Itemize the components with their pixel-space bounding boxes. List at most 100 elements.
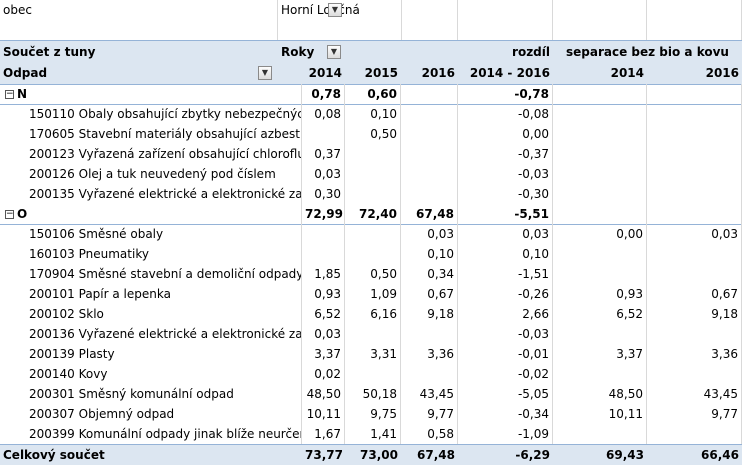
group-label[interactable]: − O: [0, 204, 302, 224]
value-cell-v2015[interactable]: [345, 164, 401, 184]
value-cell-v2015[interactable]: 9,75: [345, 404, 401, 424]
value-cell-s2014[interactable]: 0,93: [553, 284, 647, 304]
value-cell-v2015[interactable]: [345, 224, 401, 244]
value-cell-v2016[interactable]: 9,18: [401, 304, 458, 324]
value-cell-diff[interactable]: 0,00: [458, 124, 553, 144]
value-cell-v2015[interactable]: [345, 324, 401, 344]
value-cell-s2016[interactable]: 0,03: [647, 224, 742, 244]
value-cell-s2014[interactable]: [553, 164, 647, 184]
value-cell-v2014[interactable]: 48,50: [302, 384, 345, 404]
value-cell-s2014[interactable]: [553, 184, 647, 204]
value-cell-v2014[interactable]: [302, 244, 345, 264]
value-cell-diff[interactable]: -5,51: [458, 204, 553, 224]
value-cell-v2014[interactable]: 0,93: [302, 284, 345, 304]
value-cell-v2016[interactable]: 3,36: [401, 344, 458, 364]
value-cell-v2015[interactable]: 0,60: [345, 84, 401, 104]
value-cell-diff[interactable]: -0,03: [458, 324, 553, 344]
value-cell-v2014[interactable]: 0,02: [302, 364, 345, 384]
value-cell-diff[interactable]: -1,51: [458, 264, 553, 284]
row-dropdown-icon[interactable]: ▼: [258, 66, 272, 80]
value-cell-s2016[interactable]: [647, 164, 742, 184]
value-cell-s2016[interactable]: [647, 204, 742, 224]
value-cell-v2015[interactable]: [345, 244, 401, 264]
value-cell-diff[interactable]: -0,78: [458, 84, 553, 104]
value-cell-v2016[interactable]: [401, 144, 458, 164]
value-cell-v2016[interactable]: [401, 164, 458, 184]
value-cell-s2014[interactable]: [553, 124, 647, 144]
value-cell-s2016[interactable]: 3,36: [647, 344, 742, 364]
group-label[interactable]: − N: [0, 84, 302, 104]
value-cell-v2016[interactable]: 0,67: [401, 284, 458, 304]
value-cell-diff[interactable]: -0,34: [458, 404, 553, 424]
value-cell-s2014[interactable]: 48,50: [553, 384, 647, 404]
value-cell-v2014[interactable]: 0,03: [302, 164, 345, 184]
value-cell-v2014[interactable]: 0,08: [302, 104, 345, 124]
value-cell-v2016[interactable]: [401, 84, 458, 104]
value-cell-v2014[interactable]: 1,85: [302, 264, 345, 284]
value-cell-s2016[interactable]: [647, 364, 742, 384]
value-cell-s2016[interactable]: [647, 244, 742, 264]
value-cell-s2016[interactable]: [647, 184, 742, 204]
value-cell-v2014[interactable]: 1,67: [302, 424, 345, 444]
value-cell-diff[interactable]: -0,30: [458, 184, 553, 204]
value-cell-diff[interactable]: -0,26: [458, 284, 553, 304]
value-cell-v2016[interactable]: [401, 124, 458, 144]
collapse-minus-icon[interactable]: −: [5, 89, 14, 99]
value-cell-v2016[interactable]: [401, 364, 458, 384]
value-cell-v2014[interactable]: 0,78: [302, 84, 345, 104]
value-cell-v2016[interactable]: 9,77: [401, 404, 458, 424]
value-cell-v2016[interactable]: 0,34: [401, 264, 458, 284]
value-cell-v2016[interactable]: [401, 184, 458, 204]
value-cell-v2015[interactable]: [345, 364, 401, 384]
value-cell-v2015[interactable]: [345, 184, 401, 204]
value-cell-v2015[interactable]: 0,50: [345, 264, 401, 284]
value-cell-diff[interactable]: 0,10: [458, 244, 553, 264]
value-cell-s2016[interactable]: [647, 84, 742, 104]
value-cell-s2014[interactable]: [553, 104, 647, 124]
value-cell-s2014[interactable]: [553, 364, 647, 384]
value-cell-s2014[interactable]: [553, 244, 647, 264]
value-cell-s2014[interactable]: 0,00: [553, 224, 647, 244]
value-cell-diff[interactable]: -0,08: [458, 104, 553, 124]
value-cell-s2016[interactable]: [647, 324, 742, 344]
value-cell-s2016[interactable]: 43,45: [647, 384, 742, 404]
value-cell-v2015[interactable]: 0,50: [345, 124, 401, 144]
value-cell-s2014[interactable]: 6,52: [553, 304, 647, 324]
value-cell-diff[interactable]: -0,37: [458, 144, 553, 164]
value-cell-v2016[interactable]: [401, 324, 458, 344]
value-cell-v2016[interactable]: 0,10: [401, 244, 458, 264]
value-cell-s2016[interactable]: [647, 144, 742, 164]
value-cell-v2014[interactable]: 3,37: [302, 344, 345, 364]
value-cell-v2014[interactable]: 0,03: [302, 324, 345, 344]
value-cell-diff[interactable]: -0,01: [458, 344, 553, 364]
value-cell-v2014[interactable]: [302, 124, 345, 144]
value-cell-s2014[interactable]: [553, 424, 647, 444]
value-cell-s2016[interactable]: 9,77: [647, 404, 742, 424]
value-cell-s2016[interactable]: [647, 424, 742, 444]
value-cell-v2014[interactable]: 6,52: [302, 304, 345, 324]
value-cell-v2014[interactable]: 10,11: [302, 404, 345, 424]
value-cell-diff[interactable]: -0,03: [458, 164, 553, 184]
value-cell-s2014[interactable]: 10,11: [553, 404, 647, 424]
value-cell-v2014[interactable]: 72,99: [302, 204, 345, 224]
value-cell-v2015[interactable]: 72,40: [345, 204, 401, 224]
value-cell-v2014[interactable]: 0,37: [302, 144, 345, 164]
value-cell-v2016[interactable]: [401, 104, 458, 124]
value-cell-s2014[interactable]: [553, 324, 647, 344]
value-cell-v2015[interactable]: 3,31: [345, 344, 401, 364]
column-dropdown-icon[interactable]: ▼: [327, 45, 341, 59]
value-cell-s2014[interactable]: [553, 84, 647, 104]
value-cell-v2015[interactable]: 6,16: [345, 304, 401, 324]
value-cell-v2015[interactable]: 1,09: [345, 284, 401, 304]
value-cell-s2016[interactable]: 0,67: [647, 284, 742, 304]
value-cell-s2014[interactable]: [553, 264, 647, 284]
value-cell-s2014[interactable]: 3,37: [553, 344, 647, 364]
value-cell-s2016[interactable]: [647, 104, 742, 124]
value-cell-s2014[interactable]: [553, 144, 647, 164]
filter-dropdown-icon[interactable]: ▼: [328, 3, 342, 17]
value-cell-v2016[interactable]: 43,45: [401, 384, 458, 404]
value-cell-diff[interactable]: -5,05: [458, 384, 553, 404]
value-cell-diff[interactable]: 2,66: [458, 304, 553, 324]
value-cell-diff[interactable]: -1,09: [458, 424, 553, 444]
value-cell-s2014[interactable]: [553, 204, 647, 224]
